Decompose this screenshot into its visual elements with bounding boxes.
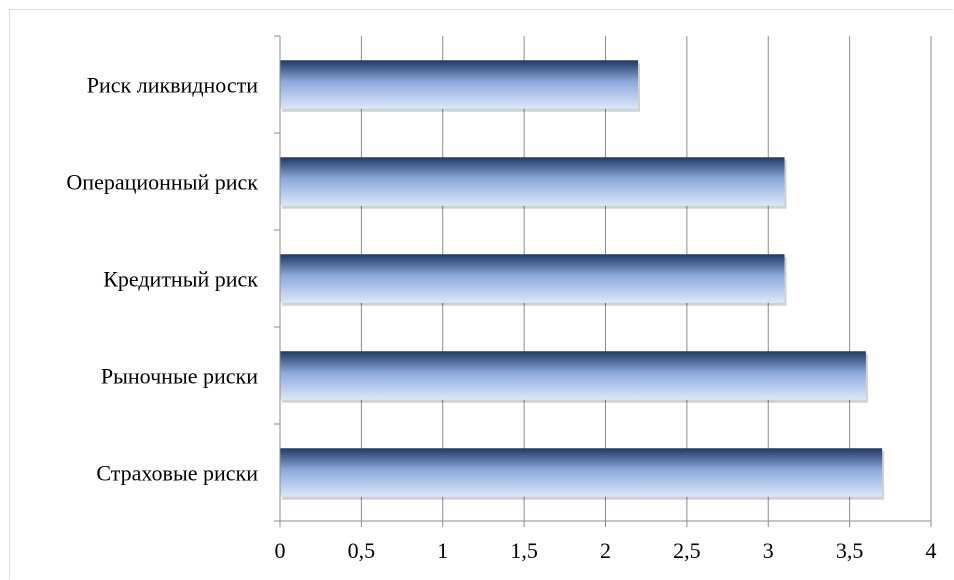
x-tick-label-7: 3,5 — [836, 538, 864, 563]
x-tick-label-8: 4 — [926, 538, 937, 563]
x-tick-label-5: 2,5 — [673, 538, 701, 563]
x-tick-label-4: 2 — [600, 538, 611, 563]
x-tick-label-3: 1,5 — [510, 538, 538, 563]
bar-2 — [280, 254, 785, 303]
labels: Риск ликвидности Операционный риск Кредитн… — [66, 73, 936, 564]
category-label-2: Кредитный риск — [103, 267, 258, 292]
category-label-4: Страховые риски — [96, 461, 258, 486]
bar-3 — [280, 351, 866, 400]
x-tick-label-0: 0 — [275, 538, 286, 563]
bar-1 — [280, 157, 785, 206]
bar-4 — [280, 448, 883, 497]
category-label-3: Рыночные риски — [101, 364, 258, 389]
x-tick-label-6: 3 — [763, 538, 774, 563]
category-label-0: Риск ликвидности — [87, 73, 258, 98]
axes — [274, 35, 932, 527]
x-tick-label-2: 1 — [437, 538, 448, 563]
x-tick-label-1: 0,5 — [348, 538, 376, 563]
category-label-1: Операционный риск — [66, 170, 258, 195]
bar-0 — [280, 60, 639, 109]
bars — [280, 60, 885, 500]
